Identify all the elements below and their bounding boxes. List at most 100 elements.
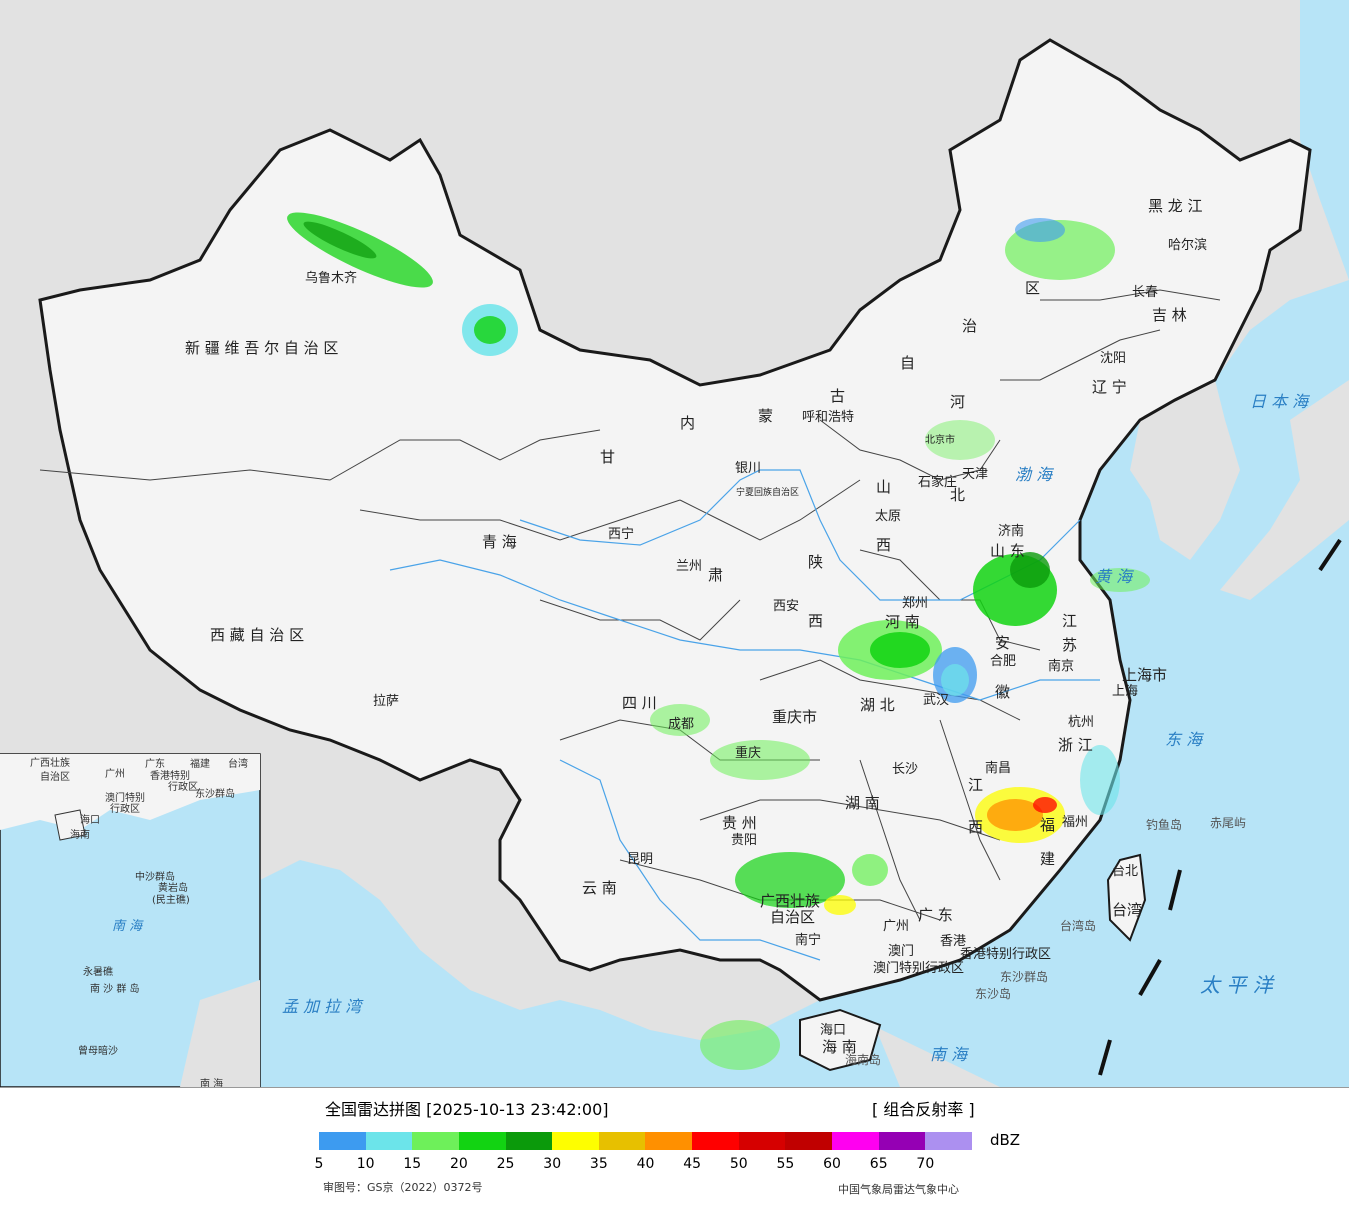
- label-he-bei-2: 北: [950, 486, 965, 504]
- taiwan-land: [1106, 853, 1147, 942]
- scale-tick-label: 20: [450, 1156, 468, 1172]
- label-guangxi-2: 自治区: [770, 908, 815, 926]
- city-wuhan: 武汉: [923, 693, 949, 708]
- sea-bengal: 孟 加 拉 湾: [282, 997, 364, 1016]
- scale-tick-label: 5: [314, 1156, 324, 1172]
- island-chiwei: 赤尾屿: [1210, 816, 1246, 830]
- label-sichuan: 四 川: [622, 694, 657, 712]
- city-hohhot: 呼和浩特: [802, 410, 854, 425]
- city-changchun: 长春: [1132, 285, 1158, 300]
- label-nei: 内: [680, 414, 695, 432]
- label-gu: 古: [830, 387, 845, 405]
- scale-swatch: [785, 1132, 833, 1150]
- label-an: 安: [995, 634, 1010, 652]
- unit-label: dBZ: [990, 1131, 1021, 1149]
- scale-tick-label: 15: [403, 1156, 422, 1172]
- scale-swatch: [552, 1132, 599, 1150]
- island-diaoyu: 钓鱼岛: [1146, 817, 1182, 832]
- city-fuzhou: 福州: [1062, 815, 1088, 830]
- label-jiang-su-2: 苏: [1062, 636, 1077, 654]
- scale-tick-label: 40: [636, 1156, 655, 1172]
- scale-swatch: [692, 1132, 739, 1150]
- island-taiwan: 台湾岛: [1060, 918, 1096, 933]
- color-scale: [319, 1132, 972, 1150]
- city-kunming: 昆明: [627, 852, 653, 867]
- inset-label: 中沙群岛: [135, 870, 175, 883]
- rivers: [389, 469, 1100, 961]
- scale-tick-label: 25: [496, 1156, 515, 1172]
- label-ningxia: 宁夏回族自治区: [736, 486, 799, 498]
- city-tianjin: 天津: [962, 467, 988, 482]
- city-jinan: 济南: [998, 523, 1024, 539]
- label-hainan: 海 南: [822, 1038, 857, 1056]
- label-shaan-xi-1: 陕: [808, 553, 823, 571]
- label-jiang-su-1: 江: [1062, 612, 1077, 630]
- city-guangzhou: 广州: [883, 919, 909, 934]
- label-henan: 河 南: [885, 613, 920, 631]
- inset-label: 自治区: [40, 770, 70, 783]
- city-chengdu: 成都: [668, 717, 694, 732]
- label-xizang: 西 藏 自 治 区: [210, 626, 304, 644]
- label-hunan: 湖 南: [845, 794, 880, 812]
- label-yunnan: 云 南: [582, 879, 617, 897]
- inset-label: 台湾: [228, 757, 248, 770]
- label-shan-xi-1: 山: [876, 478, 891, 496]
- island-dongsha: 东沙岛: [975, 986, 1011, 1001]
- japan-land: [1220, 380, 1349, 600]
- scale-tick-label: 30: [543, 1156, 562, 1172]
- inset-label: 南 海: [200, 1077, 223, 1087]
- label-hubei: 湖 北: [860, 696, 895, 714]
- inset-label: 黄岩岛: [158, 881, 188, 894]
- sea-japan: 日 本 海: [1250, 392, 1310, 411]
- label-zhi: 治: [962, 317, 977, 335]
- sea-area-2: [1300, 0, 1349, 280]
- city-hongkong: 香港: [940, 934, 966, 949]
- inset-label: 海南: [70, 828, 90, 841]
- city-chongqing: 重庆: [735, 745, 761, 761]
- label-qu: 区: [1025, 279, 1040, 297]
- inset-label: 香港特别: [150, 770, 190, 782]
- nine-dash-line: [1098, 538, 1342, 1076]
- hainan-land: [799, 1008, 882, 1072]
- scale-swatch: [832, 1132, 879, 1150]
- scale-tick-label: 70: [916, 1156, 935, 1172]
- label-meng: 蒙: [758, 407, 773, 425]
- label-shan-xi-2: 西: [876, 536, 891, 554]
- island-hainan: 海南岛: [845, 1052, 881, 1067]
- city-harbin: 哈尔滨: [1168, 237, 1207, 253]
- inset-label: 福建: [190, 757, 210, 770]
- city-taipei: 台北: [1112, 864, 1138, 879]
- inset-label: 行政区: [168, 780, 198, 793]
- label-guangxi-1: 广西壮族: [760, 892, 820, 910]
- scale-swatch: [645, 1132, 693, 1150]
- scale-tick-label: 55: [776, 1156, 795, 1172]
- sar-macau: 澳门特别行政区: [873, 960, 964, 976]
- label-heilongjiang: 黑 龙 江: [1148, 197, 1203, 215]
- scale-swatch: [458, 1132, 506, 1150]
- label-liaoning: 辽 宁: [1092, 378, 1127, 396]
- scale-swatch: [878, 1132, 926, 1150]
- city-zhengzhou: 郑州: [902, 596, 928, 611]
- city-xian: 西安: [773, 599, 799, 614]
- city-hefei: 合肥: [990, 654, 1016, 669]
- inset-label: 东沙群岛: [195, 787, 235, 800]
- island-dongsha-group: 东沙群岛: [1000, 969, 1048, 984]
- city-nanjing: 南京: [1048, 658, 1074, 674]
- city-changsha: 长沙: [892, 762, 918, 777]
- scale-swatch: [598, 1132, 646, 1150]
- label-su: 肃: [708, 566, 723, 584]
- scale-tick-label: 50: [729, 1156, 748, 1172]
- agency-name: 中国气象局雷达气象中心: [838, 1183, 959, 1196]
- product-label: [ 组合反射率 ]: [872, 1100, 975, 1119]
- sea-south: 南 海: [930, 1045, 969, 1064]
- sea-pacific: 太 平 洋: [1200, 973, 1275, 997]
- scale-tick-label: 10: [356, 1156, 375, 1172]
- scale-tick-label: 45: [683, 1156, 702, 1172]
- city-macau: 澳门: [888, 943, 914, 959]
- south-china-sea-inset: [0, 753, 261, 1087]
- city-guiyang: 贵阳: [731, 833, 757, 848]
- sea-south-inset: 南 海: [112, 919, 144, 934]
- city-yinchuan: 银川: [735, 461, 761, 476]
- city-haikou: 海口: [820, 1023, 846, 1038]
- legend-title: 全国雷达拼图 [2025-10-13 23:42:00]: [325, 1100, 609, 1119]
